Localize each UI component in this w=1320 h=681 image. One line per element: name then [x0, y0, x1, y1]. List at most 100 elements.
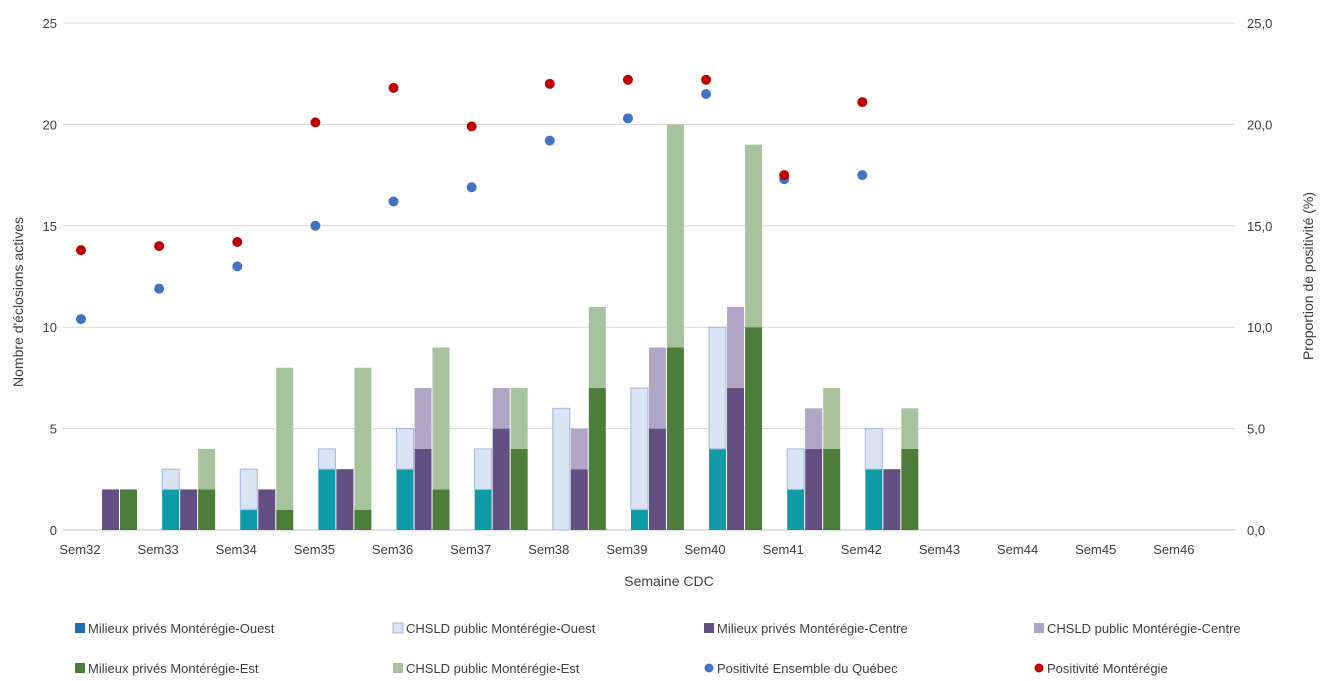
x-tick-label: Sem32	[59, 542, 100, 557]
bar	[354, 367, 372, 510]
legend-label: CHSLD public Montérégie-Centre	[1047, 621, 1241, 636]
bar	[120, 489, 137, 530]
point	[701, 74, 712, 85]
bar	[336, 469, 354, 530]
y2-tick-label: 10,0	[1247, 320, 1272, 335]
x-tick-label: Sem45	[1075, 542, 1116, 557]
legend-swatch	[393, 663, 403, 673]
bar	[883, 469, 901, 530]
x-tick-label: Sem35	[294, 542, 335, 557]
x-tick-label: Sem38	[528, 542, 569, 557]
bar	[709, 448, 727, 530]
bar	[648, 428, 666, 530]
bar	[570, 428, 588, 470]
bar	[648, 347, 666, 429]
x-tick-label: Sem44	[997, 542, 1038, 557]
point	[232, 261, 243, 272]
bar	[588, 388, 606, 530]
y-tick-label: 0	[50, 523, 57, 538]
bar	[510, 448, 528, 530]
legend-label: Positivité Montérégie	[1047, 661, 1168, 676]
bar	[198, 448, 216, 490]
x-tick-label: Sem46	[1153, 542, 1194, 557]
point	[310, 117, 321, 128]
point	[857, 97, 868, 108]
point	[388, 82, 399, 93]
bar	[492, 428, 510, 530]
bar	[414, 448, 432, 530]
point	[310, 220, 321, 231]
legend-swatch	[704, 663, 714, 673]
point	[544, 135, 555, 146]
x-axis-ticks: Sem32 Sem33 Sem34 Sem35 Sem36 Sem37 Sem38 Sem39…	[59, 542, 1194, 557]
point	[466, 121, 477, 132]
y-tick-label: 10	[43, 320, 57, 335]
point	[388, 196, 399, 207]
bar	[414, 388, 432, 449]
bar	[162, 489, 180, 530]
bar	[865, 469, 883, 530]
bar	[823, 388, 841, 449]
bar	[474, 448, 493, 490]
y-tick-label: 25	[43, 16, 57, 31]
bar	[396, 469, 414, 530]
bar	[474, 489, 492, 530]
legend-label: Milieux privés Montérégie-Est	[88, 661, 259, 676]
legend-label: Positivité Ensemble du Québec	[717, 661, 898, 676]
x-tick-label: Sem36	[372, 542, 413, 557]
grid-lines	[63, 22, 1235, 531]
bar	[727, 306, 745, 389]
bar	[570, 469, 588, 530]
y-axis-left-ticks: 0 5 10 15 20 25	[43, 16, 57, 538]
y-tick-label: 20	[43, 117, 57, 132]
bar	[240, 509, 258, 530]
point	[76, 245, 86, 256]
bar	[180, 489, 198, 530]
y-axis-title: Nombre d'éclosions actives	[10, 217, 26, 387]
legend-swatch	[1034, 623, 1044, 633]
point	[154, 283, 165, 294]
y-axis-right-ticks: 0,0 5,0 10,0 15,0 20,0 25,0	[1247, 16, 1272, 538]
bar	[630, 387, 649, 511]
bar-marks	[102, 124, 919, 531]
bar	[786, 448, 805, 490]
legend-swatch	[75, 623, 85, 633]
point	[701, 88, 712, 99]
bar	[708, 326, 727, 450]
bar	[318, 469, 336, 530]
point	[544, 78, 555, 89]
bar	[276, 509, 294, 530]
x-tick-label: Sem43	[919, 542, 960, 557]
point	[857, 170, 868, 181]
bar	[432, 489, 450, 530]
bar	[901, 448, 919, 530]
y2-tick-label: 15,0	[1247, 219, 1272, 234]
y2-axis-title: Proportion de positivité (%)	[1300, 192, 1316, 360]
bar	[666, 124, 684, 348]
bar	[239, 468, 258, 511]
x-tick-label: Sem40	[684, 542, 725, 557]
bar	[823, 448, 841, 530]
x-tick-label: Sem37	[450, 542, 491, 557]
bar	[864, 428, 883, 470]
y-tick-label: 15	[43, 219, 57, 234]
y2-tick-label: 20,0	[1247, 117, 1272, 132]
point	[232, 237, 243, 248]
bar	[161, 468, 180, 490]
x-tick-label: Sem42	[841, 542, 882, 557]
x-tick-label: Sem39	[606, 542, 647, 557]
y2-tick-label: 25,0	[1247, 16, 1272, 31]
x-tick-label: Sem34	[216, 542, 257, 557]
legend-swatch	[704, 623, 714, 633]
y2-tick-label: 5,0	[1247, 422, 1265, 437]
legend-swatch	[1034, 663, 1044, 673]
point	[622, 74, 633, 85]
legend: Milieux privés Montérégie-Ouest CHSLD pub…	[75, 621, 1241, 676]
legend-label: CHSLD public Montérégie-Est	[406, 661, 580, 676]
bar	[727, 388, 745, 530]
bar	[805, 448, 823, 530]
legend-swatch	[392, 622, 404, 634]
legend-label: Milieux privés Montérégie-Centre	[717, 621, 908, 636]
bar	[510, 388, 528, 449]
